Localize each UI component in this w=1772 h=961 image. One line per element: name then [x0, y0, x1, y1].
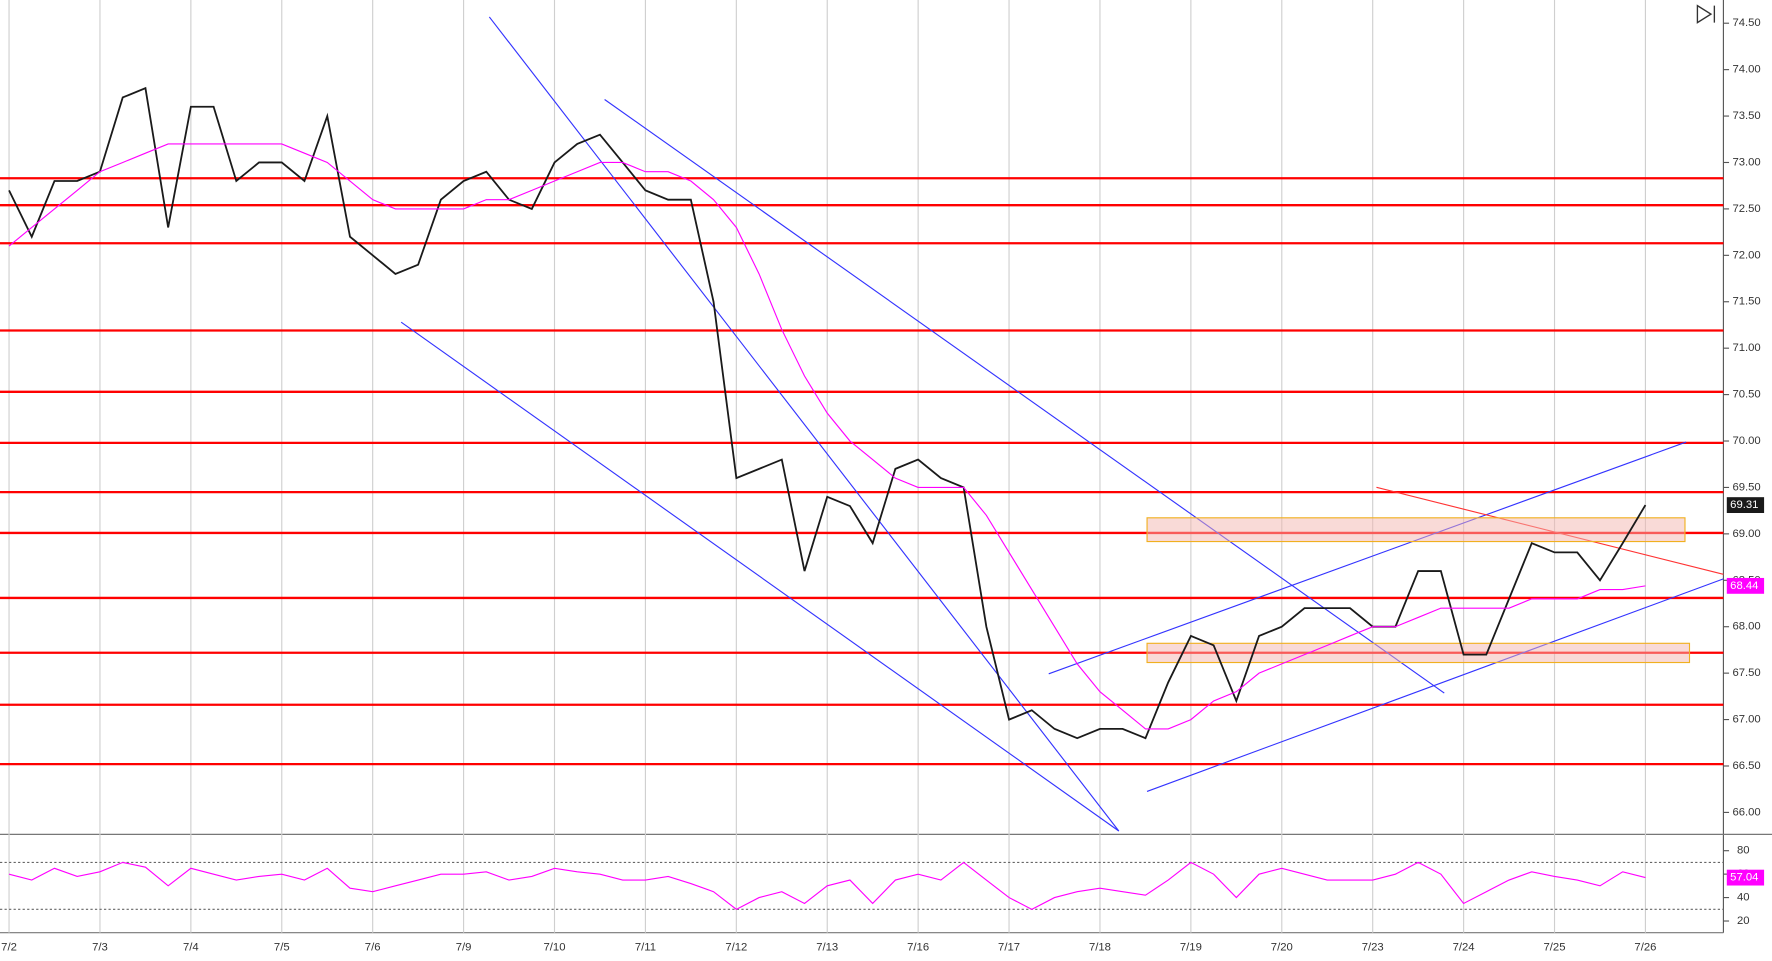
y-tick-label: 69.50 [1732, 481, 1760, 493]
last-value-box [1726, 497, 1765, 514]
x-tick-label: 7/23 [1362, 941, 1384, 953]
y-tick-label: 69.00 [1732, 528, 1760, 540]
drawings [400, 4, 1724, 832]
trend-line [604, 99, 1445, 694]
trend-line [1146, 578, 1724, 792]
y-tick-label: 66.50 [1732, 760, 1760, 772]
last-value-label: 57.04 [1730, 872, 1758, 884]
y-tick-label: 68.00 [1732, 621, 1760, 633]
y-tick-label: 20 [1737, 915, 1750, 927]
y-tick-label: 67.00 [1732, 714, 1760, 726]
y-tick-label: 40 [1737, 892, 1750, 904]
x-tick-label: 7/24 [1453, 941, 1475, 953]
y-tick-label: 71.50 [1732, 296, 1760, 308]
x-tick-label: 7/9 [456, 941, 472, 953]
x-tick-label: 7/26 [1634, 941, 1656, 953]
y-tick-label: 72.00 [1732, 249, 1760, 261]
x-tick-label: 7/16 [907, 941, 929, 953]
x-tick-label: 7/10 [544, 941, 566, 953]
series-line [8, 143, 1646, 730]
x-tick-label: 7/20 [1271, 941, 1293, 953]
x-tick-label: 7/13 [816, 941, 838, 953]
y-tick-label: 73.50 [1732, 110, 1760, 122]
y-tick-label: 66.00 [1732, 806, 1760, 818]
x-tick-label: 7/4 [183, 941, 199, 953]
x-tick-label: 7/2 [1, 941, 17, 953]
y-tick-label: 73.00 [1732, 156, 1760, 168]
trend-line [400, 321, 1120, 832]
x-tick-label: 7/3 [92, 941, 108, 953]
x-tick-label: 7/18 [1089, 941, 1111, 953]
y-tick-label: 80 [1737, 845, 1750, 857]
x-tick-label: 7/5 [274, 941, 290, 953]
y-tick-label: 71.00 [1732, 342, 1760, 354]
series-line [8, 861, 1646, 910]
x-tick-label: 7/25 [1544, 941, 1566, 953]
zone-box [1146, 642, 1691, 664]
y-tick-label: 74.00 [1732, 64, 1760, 76]
last-value-label: 69.31 [1730, 499, 1758, 511]
trend-line [1048, 441, 1687, 675]
last-value-box [1726, 577, 1765, 594]
y-tick-label: 74.50 [1732, 17, 1760, 29]
scroll-end-icon[interactable] [1696, 4, 1716, 24]
y-tick-label: 70.00 [1732, 435, 1760, 447]
trend-line [488, 16, 1120, 832]
x-tick-label: 7/19 [1180, 941, 1202, 953]
last-value-box [1726, 869, 1765, 886]
last-value-label: 68.44 [1730, 580, 1758, 592]
x-tick-label: 7/11 [635, 941, 656, 953]
y-tick-label: 72.50 [1732, 203, 1760, 215]
x-tick-label: 7/6 [365, 941, 381, 953]
x-tick-label: 7/17 [998, 941, 1020, 953]
y-tick-label: 70.50 [1732, 389, 1760, 401]
zone-box [1146, 517, 1686, 543]
x-tick-label: 7/12 [725, 941, 747, 953]
y-tick-label: 67.50 [1732, 667, 1760, 679]
